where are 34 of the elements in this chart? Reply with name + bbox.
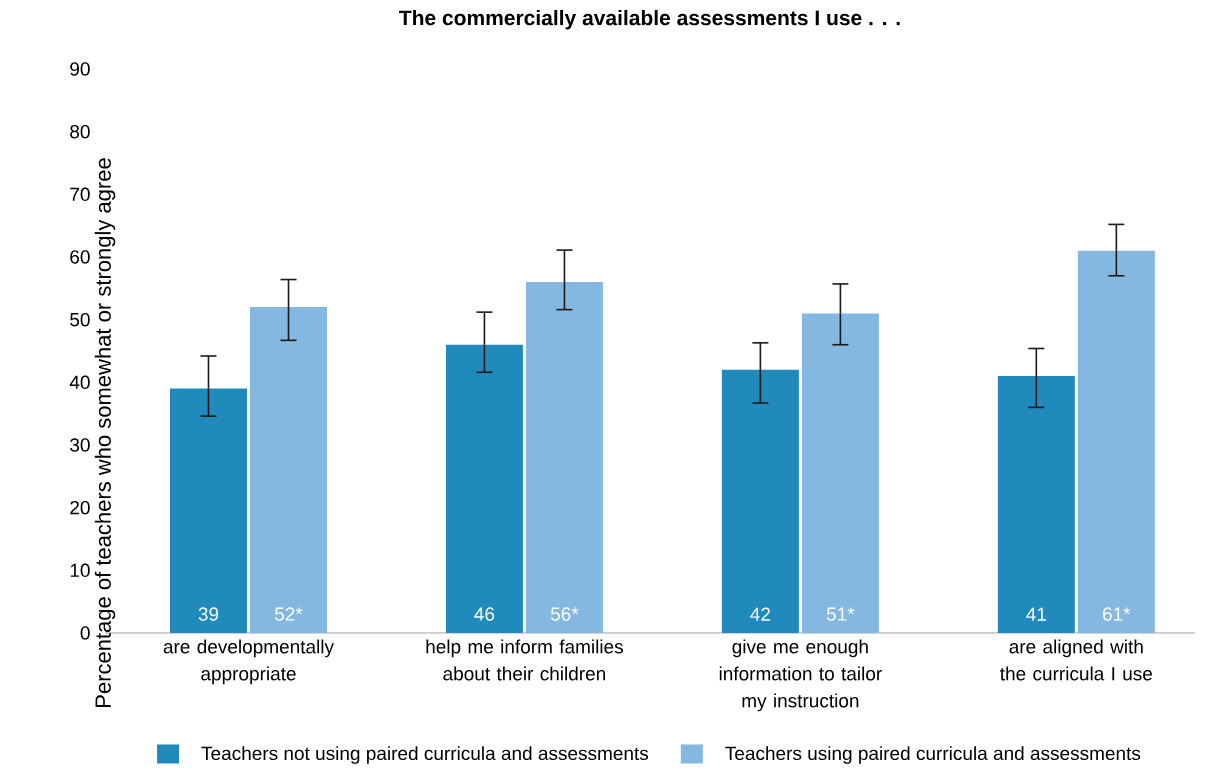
legend-label: Teachers using paired curricula and assessments	[725, 746, 1141, 764]
x-tick-label: are aligned with the curricula I use	[1000, 639, 1153, 681]
y-tick-label: 80	[70, 124, 90, 139]
data-label: 51*	[826, 607, 855, 621]
bar	[997, 376, 1075, 633]
x-tick-label: are developmentally appropriate	[163, 639, 334, 685]
y-tick-label: 0	[80, 626, 90, 640]
y-axis-title: Percentage of teachers who somewhat or strongly agree	[94, 158, 116, 707]
y-tick-label: 10	[70, 563, 90, 578]
bar	[801, 313, 879, 633]
y-tick-label: 20	[70, 500, 90, 515]
data-label: 42	[750, 607, 770, 621]
bar	[721, 369, 799, 633]
bar	[1077, 250, 1155, 633]
chart-title: The commercially available assessments I use . . .	[399, 9, 900, 30]
data-label: 52*	[275, 607, 303, 621]
y-tick-label: 70	[70, 187, 90, 202]
bar	[250, 307, 328, 633]
y-tick-label: 40	[69, 375, 90, 390]
y-tick-label: 60	[70, 250, 90, 264]
y-tick-label: 30	[70, 438, 90, 452]
data-label: 61*	[1103, 607, 1131, 621]
bar	[525, 282, 603, 633]
x-tick-label: give me enough information to tailor my instruction	[719, 639, 882, 712]
bar	[169, 388, 247, 633]
data-label: 41	[1026, 607, 1046, 621]
x-tick-label: help me inform families about their children	[426, 639, 623, 681]
y-tick-label: 90	[70, 62, 90, 76]
data-label: 46	[474, 607, 495, 621]
y-tick-label: 50	[70, 312, 90, 327]
legend-label: Teachers not using paired curricula and assessments	[201, 746, 649, 764]
bar	[445, 344, 523, 633]
data-label: 56*	[550, 607, 579, 621]
data-label: 39	[198, 607, 219, 621]
